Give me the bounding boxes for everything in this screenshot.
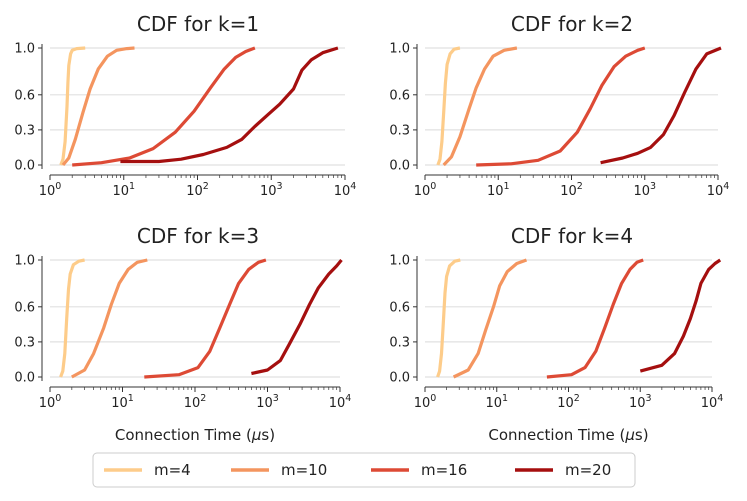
y-tick-label: 0.6 [389,300,410,315]
x-tick-label: 104 [707,181,730,199]
panel-title: CDF for k=1 [137,12,259,36]
y-tick-label: 0.0 [389,159,410,174]
legend-label: m=10 [281,461,327,479]
x-tick-label: 104 [329,393,352,411]
legend-label: m=16 [421,461,467,479]
x-tick-label: 101 [485,393,508,411]
panel-title: CDF for k=4 [511,224,633,248]
x-axis-label: Connection Time (μs) [115,426,275,444]
x-tick-label: 100 [414,181,437,199]
y-tick-label: 0.0 [389,371,410,386]
panel-k3: CDF for k=3 0.0 0.3 0.6 1.0 100 101 102 103 104 Co… [14,224,351,444]
y-tick-label: 0.3 [389,335,410,350]
y-tick-label: 0.6 [14,300,35,315]
legend-item-m-16: m=16 [371,461,467,479]
cdf-line-m-10 [442,46,518,167]
cdf-line-m-20 [120,46,339,164]
x-tick-label: 103 [260,181,283,199]
x-tick-label: 102 [557,393,580,411]
legend-item-m-4: m=4 [104,461,191,479]
y-tick-label: 1.0 [14,42,35,57]
cdf-line-m-4 [436,258,461,378]
x-tick-label: 102 [184,393,207,411]
legend-item-m-10: m=10 [231,461,327,479]
cdf-line-m-10 [452,258,528,379]
y-tick-label: 0.0 [14,159,35,174]
panel-k4: CDF for k=4 0.0 0.3 0.6 1.0 100 101 102 103 104 Co… [389,224,723,444]
x-tick-label: 103 [256,393,279,411]
x-tick-label: 100 [39,393,62,411]
y-tick-label: 1.0 [14,254,35,269]
cdf-line-m-4 [59,46,86,166]
x-tick-label: 104 [334,181,357,199]
x-tick-label: 101 [112,181,135,199]
x-tick-label: 101 [111,393,134,411]
cdf-line-m-4 [59,258,85,378]
cdf-line-m-16 [476,46,646,167]
cdf-line-m-16 [144,258,267,379]
x-tick-label: 102 [186,181,209,199]
x-axis-label: Connection Time (μs) [488,426,648,444]
y-tick-label: 0.0 [14,371,35,386]
legend: m=4 m=10 m=16 m=20 [92,452,636,488]
cdf-line-m-20 [251,258,343,376]
panel-k2: CDF for k=2 0.0 0.3 0.6 1.0 100 101 102 103 104 [389,12,729,199]
y-tick-label: 0.6 [389,88,410,103]
cdf-line-m-16 [72,46,256,167]
y-tick-label: 0.6 [14,88,35,103]
legend-label: m=4 [154,461,191,479]
x-tick-label: 102 [560,181,583,199]
x-tick-label: 103 [633,181,656,199]
cdf-line-m-10 [61,46,135,167]
y-tick-label: 1.0 [389,254,410,269]
x-tick-label: 100 [414,393,437,411]
panel-k1: CDF for k=1 0.0 0.3 0.6 1.0 100 101 102 103 104 [14,12,356,199]
y-tick-label: 0.3 [389,123,410,138]
y-tick-label: 0.3 [14,123,35,138]
panel-title: CDF for k=2 [511,12,633,36]
cdf-line-m-20 [600,46,722,165]
x-tick-label: 100 [39,181,62,199]
cdf-line-m-16 [546,258,644,379]
legend-frame [92,452,636,488]
legend-item-m-20: m=20 [515,461,611,479]
x-tick-label: 101 [487,181,510,199]
y-tick-label: 1.0 [389,42,410,57]
cdf-line-m-20 [639,258,722,373]
panel-title: CDF for k=3 [137,224,259,248]
y-tick-label: 0.3 [14,335,35,350]
x-tick-label: 104 [701,393,724,411]
cdf-line-m-10 [71,258,148,379]
legend-label: m=20 [565,461,611,479]
cdf-line-m-4 [436,46,461,166]
x-tick-label: 103 [629,393,652,411]
